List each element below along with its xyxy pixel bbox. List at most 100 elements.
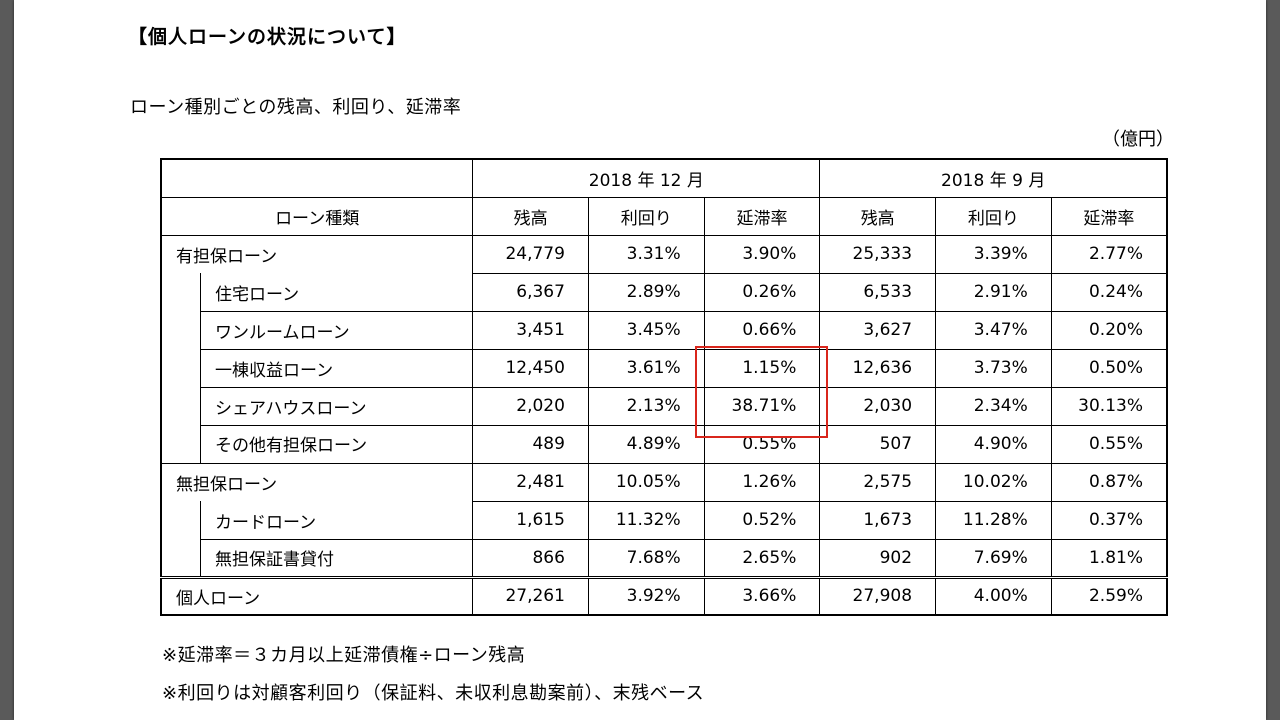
table-subtitle: ローン種別ごとの残高、利回り、延滞率 xyxy=(130,97,462,118)
header-delinquency: 延滞率 xyxy=(703,196,821,236)
value-cell: 2.77% xyxy=(1050,234,1168,274)
value-cell: 2.65% xyxy=(703,538,821,578)
category-name-cell: 無担保ローン xyxy=(160,462,474,501)
value-cell: 0.55% xyxy=(1050,424,1168,464)
period-header-sep: 2018 年 9 月 xyxy=(819,158,1169,198)
column-header-row: ローン種類 残高 利回り 延滞率 残高 利回り 延滞率 xyxy=(160,196,1168,236)
value-cell: 3.31% xyxy=(587,234,705,274)
value-cell: 0.24% xyxy=(1050,272,1168,312)
table-row: カードローン 1,615 11.32% 0.52% 1,673 11.28% 0.37% xyxy=(160,500,1168,540)
loan-table: 2018 年 12 月 2018 年 9 月 ローン種類 残高 利回り 延滞率 … xyxy=(160,158,1169,616)
note-yield: ※利回りは対顧客利回り（保証料、未収利息勘案前）、末残ベース xyxy=(162,683,705,704)
value-cell: 2,481 xyxy=(472,462,589,502)
value-cell: 3.45% xyxy=(587,310,705,350)
value-cell: 24,779 xyxy=(472,234,589,274)
subcategory-label: ワンルームローン xyxy=(215,322,350,343)
header-yield: 利回り xyxy=(587,196,705,236)
subcategory-label: カードローン xyxy=(215,512,317,533)
value-cell: 1,673 xyxy=(819,500,937,540)
category-name-cell: 有担保ローン xyxy=(160,234,474,273)
value-cell: 6,367 xyxy=(472,272,589,312)
subcategory-label: 一棟収益ローン xyxy=(215,360,334,381)
value-cell: 0.50% xyxy=(1050,348,1168,388)
document-page: 【個人ローンの状況について】 ローン種別ごとの残高、利回り、延滞率 （億円） 2… xyxy=(14,0,1266,720)
value-cell: 866 xyxy=(472,538,589,578)
subcategory-name-cell: 無担保証書貸付 xyxy=(160,539,474,578)
value-cell: 1,615 xyxy=(472,500,589,540)
period-header-dec: 2018 年 12 月 xyxy=(472,158,821,198)
value-cell: 0.26% xyxy=(703,272,821,312)
subcategory-name-cell: シェアハウスローン xyxy=(160,387,474,426)
value-cell: 1.26% xyxy=(703,462,821,502)
section-heading: 【個人ローンの状況について】 xyxy=(128,26,407,48)
table-row: ワンルームローン 3,451 3.45% 0.66% 3,627 3.47% 0.20% xyxy=(160,310,1168,350)
value-cell: 902 xyxy=(819,538,937,578)
value-cell: 0.87% xyxy=(1050,462,1168,502)
header-loan-type: ローン種類 xyxy=(160,196,474,236)
value-cell: 4.89% xyxy=(587,424,705,464)
value-cell: 3.47% xyxy=(935,310,1052,350)
value-cell: 2.89% xyxy=(587,272,705,312)
value-cell: 3.73% xyxy=(935,348,1052,388)
subcategory-name-cell: 住宅ローン xyxy=(160,273,474,312)
table-row: 住宅ローン 6,367 2.89% 0.26% 6,533 2.91% 0.24% xyxy=(160,272,1168,312)
value-cell: 11.32% xyxy=(587,500,705,540)
subcategory-name-cell: その他有担保ローン xyxy=(160,425,474,464)
unit-label: （億円） xyxy=(1102,129,1174,150)
table-row: 無担保証書貸付 866 7.68% 2.65% 902 7.69% 1.81% xyxy=(160,538,1168,578)
table-row: 無担保ローン 2,481 10.05% 1.26% 2,575 10.02% 0.87% xyxy=(160,462,1168,502)
value-cell: 3,451 xyxy=(472,310,589,350)
value-cell: 1.81% xyxy=(1050,538,1168,578)
total-value-cell: 27,908 xyxy=(819,575,937,616)
table-row: 有担保ローン 24,779 3.31% 3.90% 25,333 3.39% 2.77% xyxy=(160,234,1168,274)
value-cell: 2.13% xyxy=(587,386,705,426)
value-cell: 12,636 xyxy=(819,348,937,388)
total-value-cell: 3.92% xyxy=(587,575,705,616)
value-cell: 6,533 xyxy=(819,272,937,312)
total-value-cell: 4.00% xyxy=(935,575,1052,616)
total-row: 個人ローン 27,261 3.92% 3.66% 27,908 4.00% 2.59% xyxy=(160,575,1168,616)
total-name-cell: 個人ローン xyxy=(160,575,474,616)
subcategory-name-cell: ワンルームローン xyxy=(160,311,474,350)
total-value-cell: 27,261 xyxy=(472,575,589,616)
subcategory-label: その他有担保ローン xyxy=(215,436,368,457)
header-balance: 残高 xyxy=(819,196,937,236)
value-cell: 1.15% xyxy=(703,348,821,388)
subcategory-label: シェアハウスローン xyxy=(215,398,367,419)
value-cell: 489 xyxy=(472,424,589,464)
value-cell: 0.37% xyxy=(1050,500,1168,540)
value-cell: 507 xyxy=(819,424,937,464)
subcategory-label: 無担保証書貸付 xyxy=(215,549,334,570)
header-delinquency: 延滞率 xyxy=(1050,196,1168,236)
value-cell: 2.34% xyxy=(935,386,1052,426)
value-cell: 2,020 xyxy=(472,386,589,426)
value-cell: 3.39% xyxy=(935,234,1052,274)
value-cell: 7.68% xyxy=(587,538,705,578)
value-cell: 0.20% xyxy=(1050,310,1168,350)
value-cell: 30.13% xyxy=(1050,386,1168,426)
value-cell: 2.91% xyxy=(935,272,1052,312)
value-cell: 12,450 xyxy=(472,348,589,388)
table-row: 一棟収益ローン 12,450 3.61% 1.15% 12,636 3.73% 0.50% xyxy=(160,348,1168,388)
subcategory-name-cell: 一棟収益ローン xyxy=(160,349,474,388)
highlight-box xyxy=(695,346,828,438)
value-cell: 10.02% xyxy=(935,462,1052,502)
value-cell: 3.61% xyxy=(587,348,705,388)
header-yield: 利回り xyxy=(935,196,1052,236)
subcategory-name-cell: カードローン xyxy=(160,501,474,540)
total-value-cell: 3.66% xyxy=(703,575,821,616)
value-cell: 3,627 xyxy=(819,310,937,350)
value-cell: 25,333 xyxy=(819,234,937,274)
value-cell: 7.69% xyxy=(935,538,1052,578)
value-cell: 0.52% xyxy=(703,500,821,540)
value-cell: 0.66% xyxy=(703,310,821,350)
value-cell: 3.90% xyxy=(703,234,821,274)
table-row: シェアハウスローン 2,020 2.13% 38.71% 2,030 2.34% 30.13… xyxy=(160,386,1168,426)
blank-header-cell xyxy=(160,158,474,198)
value-cell: 10.05% xyxy=(587,462,705,502)
value-cell: 2,030 xyxy=(819,386,937,426)
value-cell: 2,575 xyxy=(819,462,937,502)
header-balance: 残高 xyxy=(472,196,589,236)
total-value-cell: 2.59% xyxy=(1050,575,1168,616)
subcategory-label: 住宅ローン xyxy=(215,284,300,305)
